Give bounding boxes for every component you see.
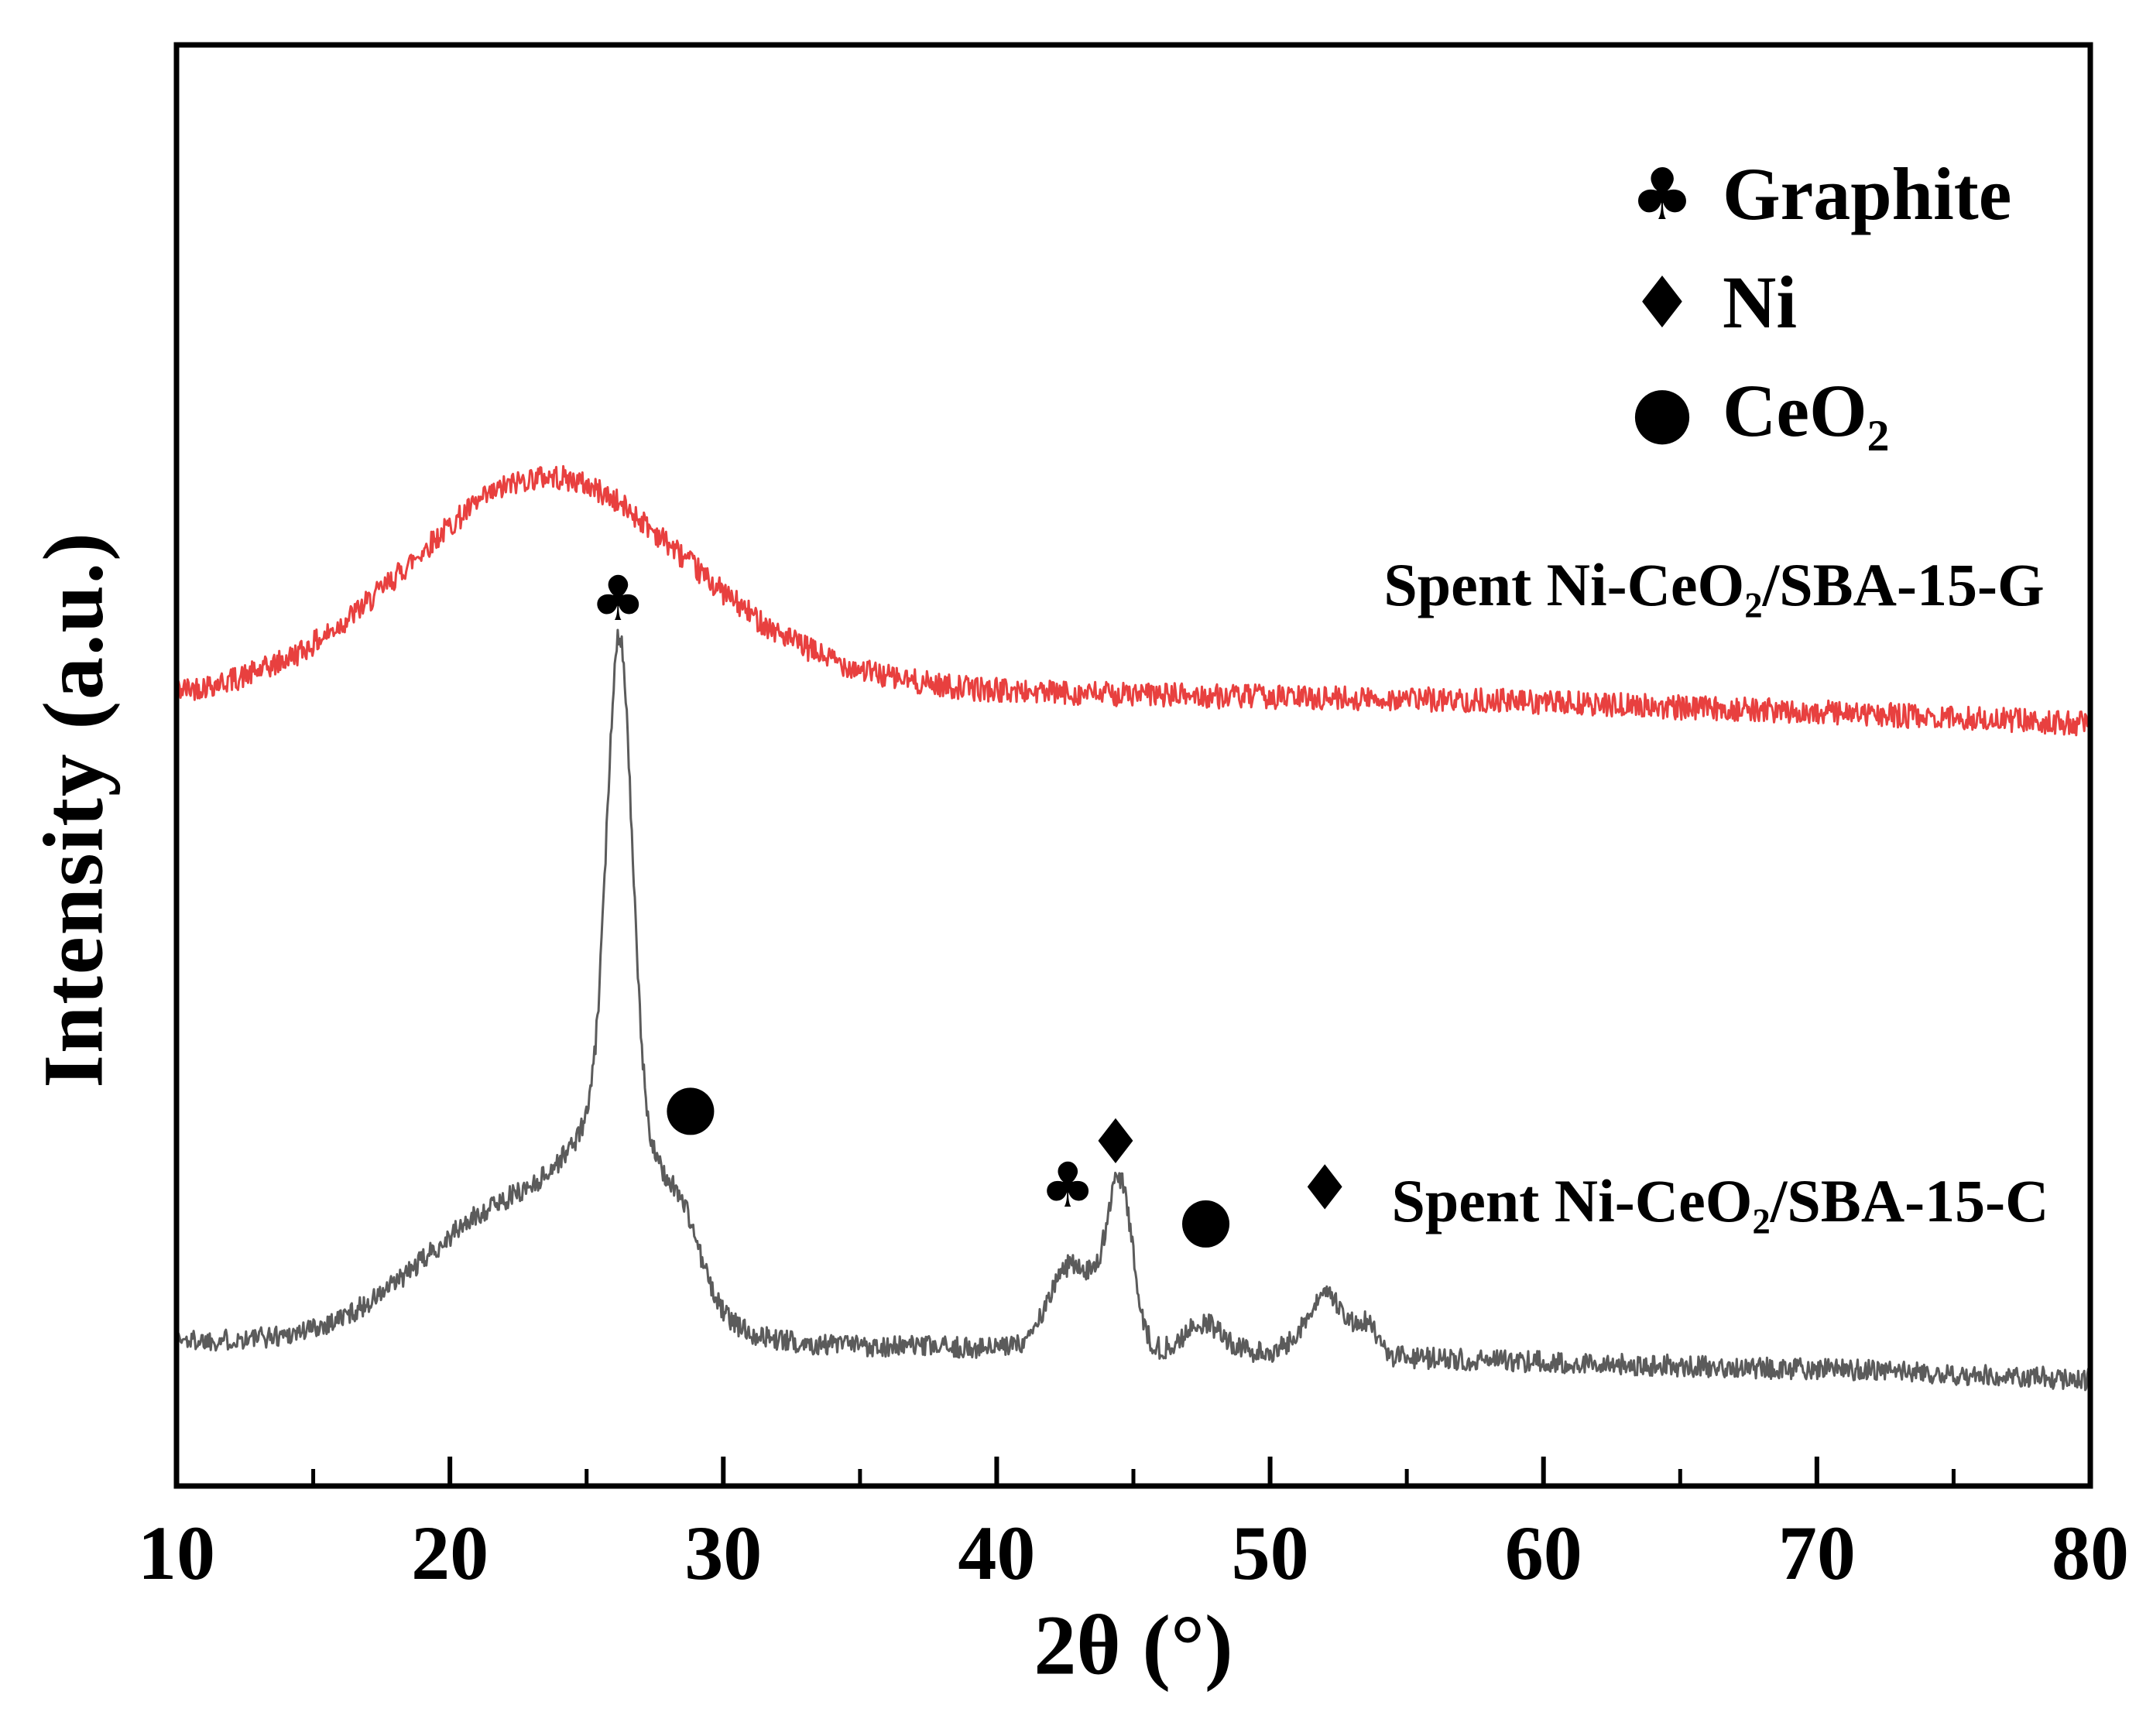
x-tick-label: 40 — [958, 1510, 1035, 1596]
ceo-peak-marker-icon: ● — [1179, 1182, 1233, 1255]
ceo-peak-marker-icon: ● — [663, 1070, 718, 1142]
ni-peak-marker-icon: ♦ — [1088, 1105, 1143, 1178]
legend-label-ceo2: CeO₂ — [1723, 369, 1890, 452]
circle-icon: ● — [1630, 369, 1694, 453]
x-tick-label: 10 — [138, 1510, 215, 1596]
series-label-spent-c: Spent Ni-CeO₂/SBA-15-C — [1391, 1167, 2049, 1234]
x-tick-label: 30 — [684, 1510, 762, 1596]
xrd-trace-spent-g — [175, 464, 2092, 737]
x-tick-label: 80 — [2052, 1510, 2129, 1596]
legend: ♣ Graphite ♦ Ni ● CeO₂ — [1622, 147, 2012, 458]
legend-label-ni: Ni — [1723, 261, 1797, 344]
xrd-trace-spent-c — [176, 628, 2092, 1392]
legend-label-graphite: Graphite — [1723, 152, 2012, 235]
ni-peak-marker-icon: ♦ — [1297, 1152, 1352, 1224]
x-tick-label: 50 — [1232, 1510, 1309, 1596]
x-tick-label: 60 — [1505, 1510, 1582, 1596]
y-axis-title: Intensity (a.u.) — [26, 531, 121, 1088]
x-tick-label: 20 — [411, 1510, 489, 1596]
x-tick-label: 70 — [1778, 1510, 1856, 1596]
x-axis-title: 2θ (°) — [1034, 1597, 1233, 1693]
legend-item-ni: ♦ Ni — [1622, 255, 2011, 350]
graphite-peak-marker-icon: ♣ — [590, 562, 646, 635]
club-icon: ♣ — [1630, 152, 1695, 236]
legend-item-ceo2: ● CeO₂ — [1622, 364, 2011, 458]
graphite-peak-marker-icon: ♣ — [1040, 1149, 1095, 1221]
series-label-spent-g: Spent Ni-CeO₂/SBA-15-G — [1383, 551, 2045, 618]
diamond-icon: ♦ — [1630, 261, 1695, 344]
legend-item-graphite: ♣ Graphite — [1622, 147, 2012, 241]
